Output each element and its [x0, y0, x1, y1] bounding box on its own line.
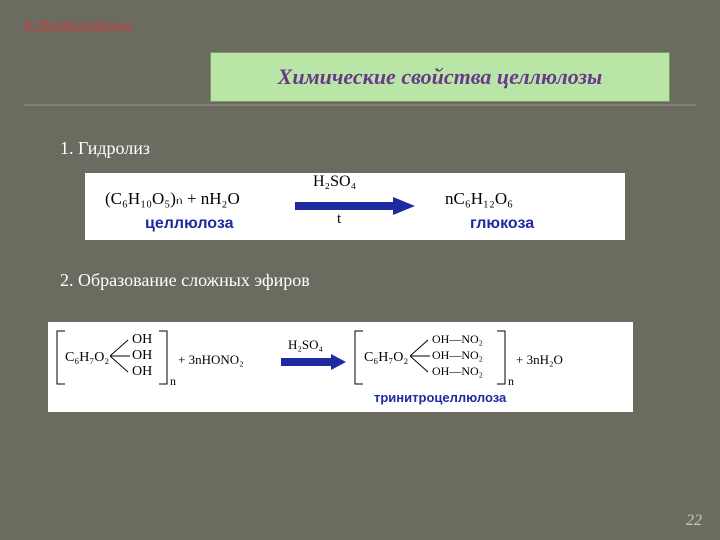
- rxn2-product-label: тринитроцеллюлоза: [374, 390, 506, 405]
- reaction2-panel: C₆H₇O₂ OH OH OH n + 3nHONO₂ H₂SO₄ C₆H₇O₂…: [48, 322, 633, 412]
- rxn2-catalyst: H₂SO₄: [288, 337, 323, 353]
- section1-heading: 1. Гидролиз: [60, 138, 150, 159]
- section2-heading: 2. Образование сложных эфиров: [60, 270, 310, 291]
- rxn2-right-core: C₆H₇O₂: [364, 350, 408, 366]
- reaction1-panel: (C₆H₁₀O₅)ₙ + nH₂O H₂SO₄ t nC₆H₁₂O₆ целлю…: [85, 173, 625, 240]
- bracket-right-close: [496, 330, 506, 385]
- rxn2-right-br3: OH—NO₂: [432, 364, 483, 379]
- arrow-icon: [281, 354, 346, 370]
- rxn2-plus-water: + 3nH₂O: [516, 352, 563, 368]
- page-number: 22: [686, 512, 702, 530]
- rxn1-reactant-label: целлюлоза: [145, 215, 233, 233]
- divider: [24, 104, 696, 106]
- rxn2-left-oh3: OH: [132, 364, 152, 380]
- rxn2-left-core: C₆H₇O₂: [65, 350, 109, 366]
- arrow-icon: [295, 197, 415, 215]
- rxn2-right-br2: OH—NO₂: [432, 348, 483, 363]
- rxn2-right-n: n: [508, 374, 514, 389]
- bracket-left-close: [158, 330, 168, 385]
- bracket-right-open: [354, 330, 364, 385]
- rxn1-temp: t: [337, 211, 341, 228]
- title-box: Химические свойства целлюлозы: [210, 52, 670, 102]
- rxn1-product-label: глюкоза: [470, 215, 534, 233]
- rxn2-left-oh2: OH: [132, 348, 152, 364]
- rxn1-reactant: (C₆H₁₀O₅)ₙ + nH₂O: [105, 189, 240, 209]
- page-title: Химические свойства целлюлозы: [278, 64, 603, 90]
- rxn2-plus-reagent: + 3nHONO₂: [178, 352, 244, 368]
- rxn1-catalyst: H₂SO₄: [313, 173, 356, 191]
- rxn1-product: nC₆H₁₂O₆: [445, 189, 513, 209]
- rxn2-left-n: n: [170, 374, 176, 389]
- rxn2-right-br1: OH—NO₂: [432, 332, 483, 347]
- rxn2-left-oh1: OH: [132, 332, 152, 348]
- breadcrumb[interactable]: 4. Полисахариды: [24, 18, 133, 34]
